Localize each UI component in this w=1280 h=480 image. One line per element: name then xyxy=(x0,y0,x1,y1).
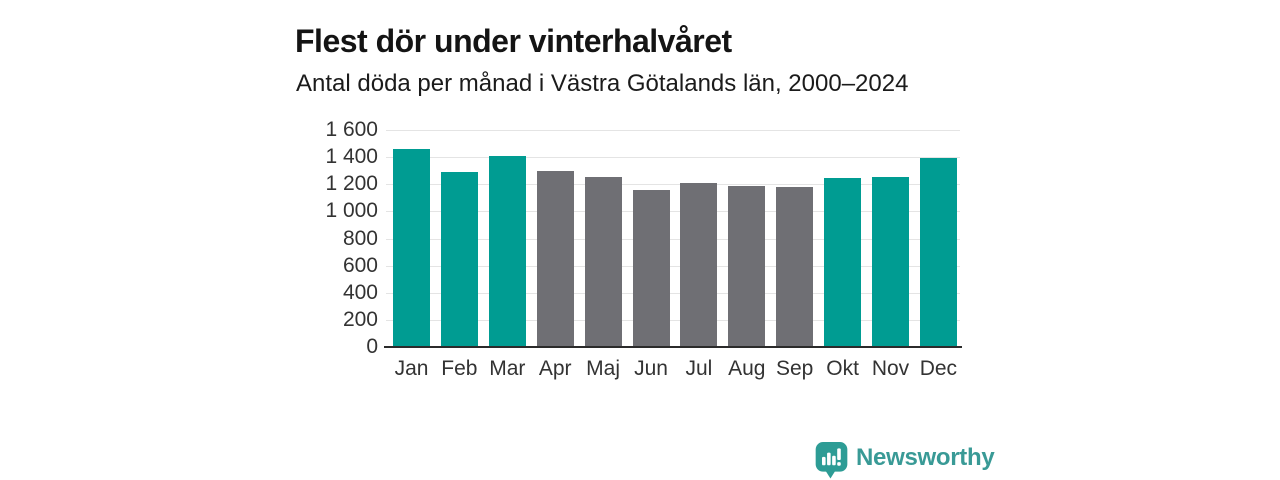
x-tick-label-jul: Jul xyxy=(685,357,713,380)
y-tick-label-800: 800 xyxy=(342,226,378,250)
gridline-1000 xyxy=(386,211,960,213)
bar-okt xyxy=(824,178,862,347)
plot-area xyxy=(386,130,960,347)
bar-jul xyxy=(680,183,718,347)
y-tick-label-1600: 1 600 xyxy=(325,118,378,141)
x-tick-label-okt: Okt xyxy=(826,357,859,380)
bar-mar xyxy=(488,156,526,347)
bar-apr xyxy=(536,171,574,347)
x-axis-line xyxy=(384,346,962,348)
bar-jun xyxy=(632,190,670,347)
x-tick-label-dec: Dec xyxy=(919,357,958,380)
x-tick-label-mar: Mar xyxy=(489,357,526,380)
y-tick-label-600: 600 xyxy=(342,253,378,277)
y-tick-label-1200: 1 200 xyxy=(325,172,378,196)
gridline-200 xyxy=(386,319,960,321)
gridline-400 xyxy=(386,292,960,294)
gridline-800 xyxy=(386,238,960,240)
y-tick-label-0: 0 xyxy=(366,335,378,358)
x-axis-labels: Jan Feb Mar Apr Maj Jun Jul Aug Sep Okt Nov Dec xyxy=(386,356,960,386)
x-tick-label-apr: Apr xyxy=(538,357,572,380)
bar-sep xyxy=(776,187,814,347)
y-tick-label-200: 200 xyxy=(342,307,378,331)
x-tick-label-feb: Feb xyxy=(441,357,478,380)
bar-nov xyxy=(872,177,909,347)
gridline-1400 xyxy=(386,157,960,159)
chart-title: Flest dör under vinterhalvåret xyxy=(295,23,732,60)
bar-aug xyxy=(728,186,766,347)
bar-dec xyxy=(919,158,957,347)
bar-feb xyxy=(440,172,478,347)
x-tick-label-sep: Sep xyxy=(776,357,814,380)
x-tick-label-nov: Nov xyxy=(871,357,910,380)
bar-maj xyxy=(584,177,622,347)
bar-jan xyxy=(393,149,430,347)
x-tick-label-maj: Maj xyxy=(586,357,621,380)
gridline-1600 xyxy=(386,130,960,131)
newsworthy-bar-chart-bubble-icon xyxy=(815,442,848,479)
y-axis-labels: 0 200 400 600 800 1 000 1 200 1 400 1 600 xyxy=(280,119,378,358)
gridline-600 xyxy=(386,265,960,267)
x-tick-label-jan: Jan xyxy=(394,357,429,380)
x-tick-label-jun: Jun xyxy=(634,357,668,380)
x-tick-label-aug: Aug xyxy=(728,357,766,380)
y-tick-label-400: 400 xyxy=(342,280,378,304)
chart-subtitle: Antal döda per månad i Västra Götalands … xyxy=(296,70,909,97)
gridline-1200 xyxy=(386,184,960,186)
y-tick-label-1000: 1 000 xyxy=(325,199,378,223)
newsworthy-logo: Newsworthy xyxy=(814,441,995,479)
y-tick-label-1400: 1 400 xyxy=(325,145,378,169)
newsworthy-logo-text: Newsworthy xyxy=(856,444,995,471)
